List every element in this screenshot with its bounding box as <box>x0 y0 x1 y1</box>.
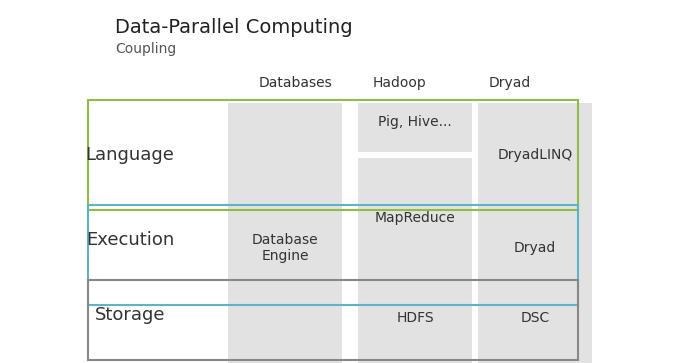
Bar <box>88 100 578 210</box>
Text: Storage: Storage <box>94 306 165 324</box>
Text: Language: Language <box>85 146 174 164</box>
Bar <box>88 205 578 305</box>
Bar <box>358 203 472 307</box>
Bar <box>358 281 472 363</box>
Text: Databases: Databases <box>258 76 332 90</box>
Text: DryadLINQ: DryadLINQ <box>498 148 573 162</box>
Bar <box>88 280 578 360</box>
Text: Data-Parallel Computing: Data-Parallel Computing <box>115 18 353 37</box>
Text: Database
Engine: Database Engine <box>252 233 318 263</box>
Text: HDFS: HDFS <box>396 311 434 325</box>
Text: Coupling: Coupling <box>115 42 176 56</box>
Bar <box>228 281 342 363</box>
Bar <box>478 281 592 363</box>
Text: Dryad: Dryad <box>489 76 531 90</box>
Text: Hadoop: Hadoop <box>373 76 427 90</box>
Text: DSC: DSC <box>520 311 550 325</box>
Text: Pig, Hive...: Pig, Hive... <box>378 115 452 129</box>
Bar <box>358 158 472 207</box>
Bar <box>228 103 342 207</box>
Bar <box>358 103 472 152</box>
Text: Execution: Execution <box>86 231 174 249</box>
Bar <box>228 203 342 307</box>
Text: MapReduce: MapReduce <box>374 211 456 225</box>
Bar <box>478 103 592 207</box>
Bar <box>478 203 592 307</box>
Text: Dryad: Dryad <box>514 241 556 255</box>
